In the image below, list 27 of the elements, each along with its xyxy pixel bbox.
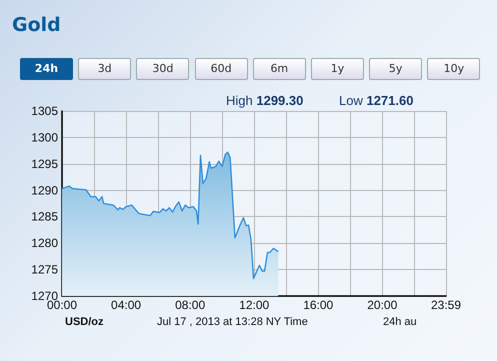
x-tick-label: 12:00 (239, 298, 270, 312)
text: 24h au (383, 316, 417, 328)
x-tick-label: 08:00 (175, 298, 206, 312)
x-tick-label: 20:00 (367, 298, 398, 312)
range-button: 1y (311, 58, 364, 80)
y-tick-label: 1295 (31, 156, 58, 171)
chart-title: Gold (12, 14, 61, 36)
y-tick-label: 1275 (31, 262, 58, 277)
y-tick-label: 1305 (31, 104, 58, 118)
range-button: 3d (78, 58, 132, 80)
y-tick-label: 1300 (31, 130, 58, 144)
y-tick-label: 1285 (31, 210, 58, 224)
range-button: 6m (252, 58, 306, 80)
range-button: 30d (136, 58, 190, 80)
range-button: 10y (427, 58, 480, 80)
range-button: 24h (20, 58, 73, 80)
x-tick-label: 23:59 (430, 298, 462, 312)
range-button: 5y (369, 58, 422, 80)
text: Jul 17 , 2013 at 13:28 NY Time (157, 316, 308, 328)
text: USD/oz (65, 316, 104, 328)
x-tick-label: 16:00 (303, 298, 334, 312)
text: Low 1271.60 (339, 93, 414, 108)
text: High 1299.30 (226, 93, 304, 108)
y-tick-label: 1290 (31, 183, 58, 198)
y-tick-label: 1280 (31, 236, 58, 250)
x-tick-label: 04:00 (111, 298, 142, 312)
range-button: 60d (194, 58, 248, 80)
